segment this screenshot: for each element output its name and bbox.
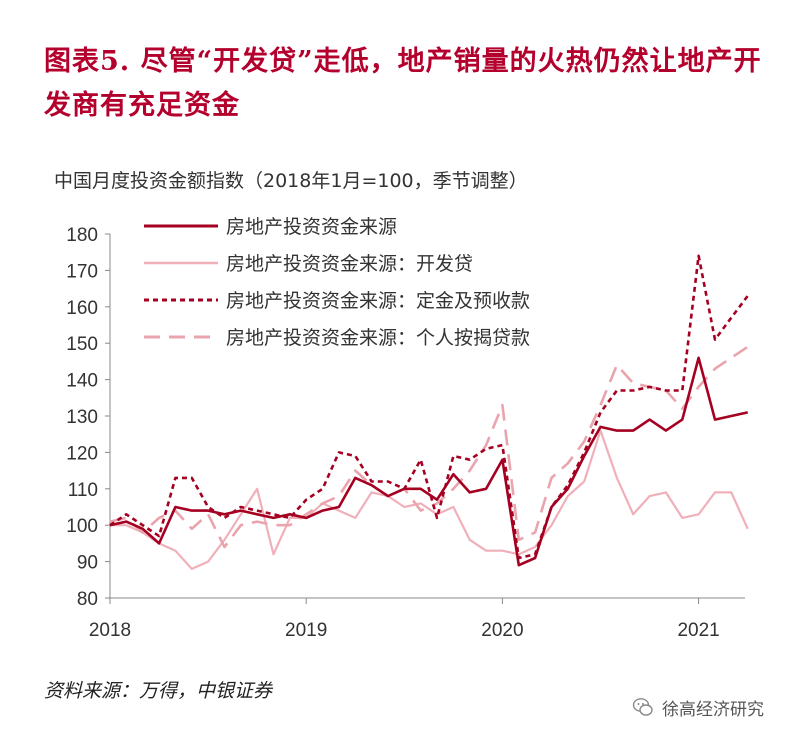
y-tick-label: 110: [68, 480, 98, 501]
chart-title: 图表5. 尽管“开发贷”走低，地产销量的火热仍然让地产开发商有充足资金: [44, 46, 762, 121]
legend-label-1: 房地产投资资金来源: [226, 216, 397, 238]
axes-group: 80 90 100 110 120 130 140 150 160 170 180 2018 2019 2…: [66, 225, 745, 641]
y-tick-label: 180: [66, 225, 98, 246]
x-tick-label: 2020: [481, 620, 523, 641]
watermark: 徐高经济研究: [632, 694, 764, 720]
chart-subtitle: 中国月度投资金额指数（2018年1月=100，季节调整）: [54, 170, 528, 192]
x-tick-label: 2021: [677, 620, 719, 641]
series-line-4: [109, 345, 749, 549]
legend-label-4: 房地产投资资金来源：个人按揭贷款: [226, 327, 530, 349]
series-lines: [109, 254, 749, 571]
wechat-icon: [632, 698, 653, 716]
series-line-1: [109, 356, 748, 567]
series-line-3: [109, 254, 749, 560]
y-tick-label: 100: [66, 516, 98, 537]
source-note: 资料来源：万得，中银证券: [44, 680, 273, 702]
y-tick-label: 170: [66, 261, 98, 282]
legend: 房地产投资资金来源房地产投资资金来源：开发贷房地产投资资金来源：定金及预收款房地…: [144, 216, 530, 349]
y-tick-label: 160: [66, 298, 98, 319]
y-tick-label: 120: [66, 443, 98, 464]
watermark-text: 徐高经济研究: [662, 699, 764, 720]
legend-label-3: 房地产投资资金来源：定金及预收款: [226, 290, 530, 312]
y-tick-label: 140: [66, 371, 98, 392]
x-tick-label: 2018: [89, 620, 131, 641]
series-line-2: [110, 429, 749, 571]
y-tick-label: 90: [77, 553, 98, 574]
y-tick-label: 130: [66, 407, 98, 428]
x-tick-label: 2019: [285, 620, 327, 641]
legend-label-2: 房地产投资资金来源：开发贷: [226, 253, 473, 275]
y-tick-label: 80: [77, 589, 98, 610]
y-tick-label: 150: [66, 334, 98, 355]
